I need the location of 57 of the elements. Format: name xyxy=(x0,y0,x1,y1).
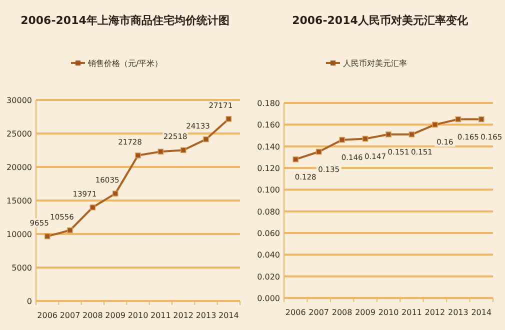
x-tick-label: 2007 xyxy=(308,308,330,317)
point xyxy=(455,116,462,122)
point xyxy=(362,136,368,142)
x-tick-label: 2014 xyxy=(471,308,492,317)
x-tick-label: 2013 xyxy=(448,308,468,317)
point xyxy=(44,233,50,240)
point xyxy=(112,190,118,196)
point xyxy=(90,204,96,210)
y-tick-label: 0.100 xyxy=(257,186,280,195)
point xyxy=(135,152,141,158)
x-tick-label: 2014 xyxy=(218,311,239,320)
x-tick-label: 2008 xyxy=(82,311,103,320)
y-tick-label: 0.080 xyxy=(257,207,280,216)
y-tick-label: 0.160 xyxy=(257,120,280,130)
y-tick-label: 0.140 xyxy=(257,142,280,152)
y-tick-label: 0.000 xyxy=(257,294,280,303)
point xyxy=(339,136,345,143)
x-tick-label: 2011 xyxy=(150,311,171,320)
legend-label: 销售价格（元/平米） xyxy=(87,59,163,68)
legend-label: 人民币对美元汇率 xyxy=(343,59,407,68)
y-tick-label: 0 xyxy=(26,297,32,306)
x-tick-label: 2010 xyxy=(128,311,148,320)
chart-title: 2006-2014人民币对美元汇率变化 xyxy=(292,14,469,27)
x-tick-label: 2006 xyxy=(37,311,58,320)
y-tick-label: 5000 xyxy=(12,264,32,272)
point xyxy=(226,116,232,122)
point xyxy=(432,122,438,128)
x-tick-label: 2009 xyxy=(355,308,376,317)
chart-title: 2006-2014年上海市商品住宅均价统计图 xyxy=(20,14,230,27)
y-tick-label: 20000 xyxy=(6,163,32,172)
point xyxy=(386,132,392,138)
point xyxy=(67,227,73,234)
point xyxy=(292,156,299,162)
y-tick-label: 0.060 xyxy=(257,229,280,238)
x-tick-label: 2011 xyxy=(402,308,422,317)
y-tick-label: 0.120 xyxy=(257,164,280,173)
point xyxy=(478,116,484,122)
x-tick-label: 2012 xyxy=(173,311,194,320)
y-tick-label: 10000 xyxy=(6,230,32,239)
x-tick-label: 2008 xyxy=(332,308,352,317)
point xyxy=(316,148,322,155)
y-tick-label: 0.040 xyxy=(257,250,280,260)
y-tick-label: 0.180 xyxy=(257,99,280,108)
x-tick-label: 2012 xyxy=(424,308,446,317)
y-tick-label: 30000 xyxy=(6,96,32,105)
x-tick-label: 2009 xyxy=(105,311,126,320)
point xyxy=(180,147,186,154)
y-tick-label: 0.020 xyxy=(257,272,280,282)
x-tick-label: 2010 xyxy=(378,308,399,317)
point xyxy=(158,148,164,154)
x-tick-label: 2007 xyxy=(60,311,80,320)
y-tick-label: 25000 xyxy=(6,130,32,138)
point xyxy=(408,132,415,138)
y-tick-label: 15000 xyxy=(6,196,32,206)
x-tick-label: 2006 xyxy=(285,308,306,317)
point xyxy=(203,136,209,142)
x-tick-label: 2013 xyxy=(196,311,216,320)
